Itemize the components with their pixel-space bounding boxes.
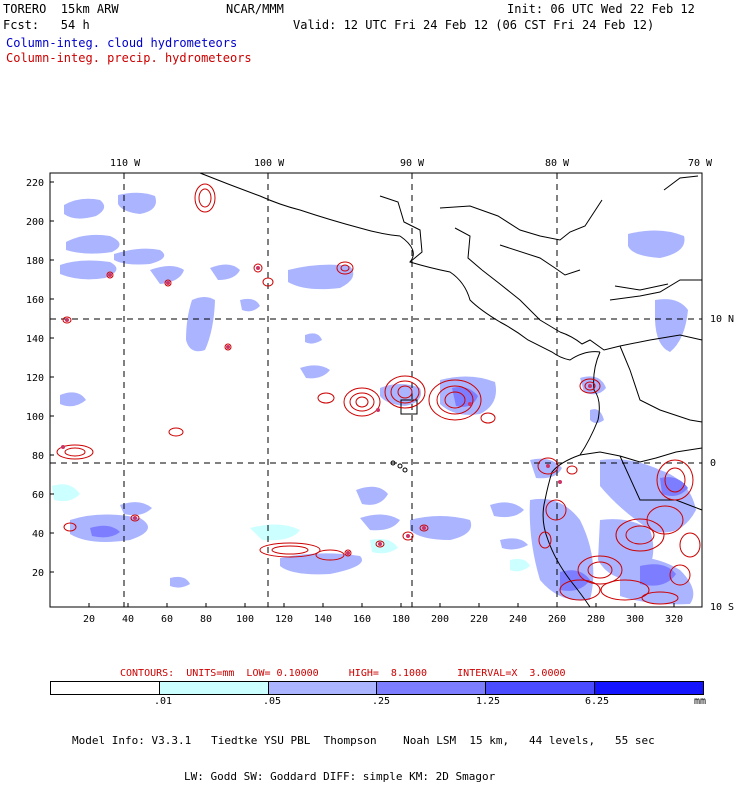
bottom-tick-label: 60 xyxy=(161,614,173,625)
bottom-tick-label: 260 xyxy=(548,614,566,625)
lon-label: 110 W xyxy=(110,158,141,169)
legend-label: 6.25 xyxy=(585,696,610,707)
lat-label: 10 S xyxy=(710,602,734,613)
left-tick-label: 20 xyxy=(32,568,44,579)
cloud-shading-core xyxy=(90,387,688,591)
model-info: Model Info: V3.3.1 Tiedtke YSU PBL Thomp… xyxy=(72,711,655,795)
bottom-tick-label: 40 xyxy=(122,614,134,625)
coastlines xyxy=(199,172,703,608)
map-plot: 110 W 100 W 90 W 80 W 70 W 10 N 0 10 S 2… xyxy=(26,158,734,625)
lat-label: 10 N xyxy=(710,314,734,325)
legend-label: .05 xyxy=(263,696,282,707)
lon-label: 90 W xyxy=(400,158,425,169)
legend-swatch xyxy=(159,682,269,694)
cloud-field-label: Column-integ. cloud hydrometeors xyxy=(6,36,238,50)
legend-swatch xyxy=(377,682,487,694)
bottom-tick-label: 20 xyxy=(83,614,95,625)
legend-label: .01 xyxy=(154,696,173,707)
left-tick-label: 160 xyxy=(26,295,44,306)
bottom-tick-label: 80 xyxy=(200,614,212,625)
lon-label: 70 W xyxy=(688,158,713,169)
center-title: NCAR/MMM xyxy=(226,2,284,16)
lon-label: 100 W xyxy=(254,158,285,169)
bottom-tick-label: 160 xyxy=(353,614,371,625)
map-frame xyxy=(49,172,703,608)
precip-field-label: Column-integ. precip. hydrometeors xyxy=(6,51,252,65)
lat-label: 0 xyxy=(710,458,716,469)
bottom-tick-label: 300 xyxy=(626,614,644,625)
legend-swatch xyxy=(595,682,703,694)
bottom-tick-label: 280 xyxy=(587,614,605,625)
bottom-tick-label: 220 xyxy=(470,614,488,625)
left-tick-label: 120 xyxy=(26,373,44,384)
legend-swatch xyxy=(486,682,596,694)
color-legend xyxy=(50,681,704,695)
forecast-hour: Fcst: 54 h xyxy=(3,18,90,32)
left-tick-label: 80 xyxy=(32,451,44,462)
legend-unit: mm xyxy=(694,696,707,707)
bottom-tick-label: 180 xyxy=(392,614,410,625)
left-tick-label: 60 xyxy=(32,490,44,501)
left-tick-label: 40 xyxy=(32,529,44,540)
valid-time: Valid: 12 UTC Fri 24 Feb 12 (06 CST Fri … xyxy=(293,18,655,32)
left-tick-label: 220 xyxy=(26,178,44,189)
lon-label: 80 W xyxy=(545,158,570,169)
bottom-tick-label: 240 xyxy=(509,614,527,625)
precip-contours xyxy=(56,183,701,605)
bottom-tick-label: 120 xyxy=(275,614,293,625)
model-info-line2: LW: Godd SW: Goddard DIFF: simple KM: 2D… xyxy=(184,770,496,783)
precip-cores xyxy=(61,266,592,555)
left-tick-label: 200 xyxy=(26,217,44,228)
model-title: TORERO 15km ARW xyxy=(3,2,119,16)
left-tick-label: 100 xyxy=(26,412,44,423)
cloud-shading-light xyxy=(52,484,530,572)
left-tick-label: 140 xyxy=(26,334,44,345)
model-info-line1: Model Info: V3.3.1 Tiedtke YSU PBL Thomp… xyxy=(72,734,655,747)
legend-label: 1.25 xyxy=(476,696,501,707)
axis-ticks xyxy=(50,181,675,607)
bottom-tick-label: 100 xyxy=(236,614,254,625)
left-tick-label: 180 xyxy=(26,256,44,267)
legend-swatch xyxy=(268,682,378,694)
legend-label: .25 xyxy=(372,696,391,707)
bottom-tick-label: 200 xyxy=(431,614,449,625)
legend-swatch xyxy=(51,682,160,694)
bottom-tick-label: 140 xyxy=(314,614,332,625)
lat-lon-grid xyxy=(50,173,702,607)
bottom-tick-label: 320 xyxy=(665,614,683,625)
contour-info: CONTOURS: UNITS=mm LOW= 0.10000 HIGH= 8.… xyxy=(120,668,566,679)
init-time: Init: 06 UTC Wed 22 Feb 12 xyxy=(507,2,695,16)
